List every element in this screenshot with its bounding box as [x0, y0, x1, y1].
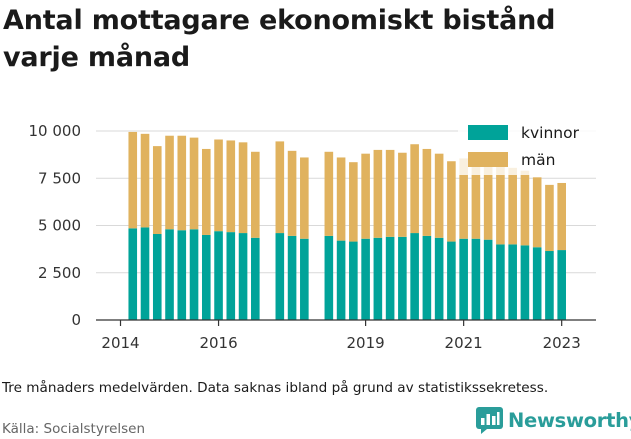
bar-kvinnor: [398, 236, 407, 320]
legend-label-man: män: [521, 151, 555, 169]
bar-man: [165, 135, 174, 230]
bar-kvinnor: [165, 229, 174, 320]
bar-man: [177, 135, 187, 231]
bar-kvinnor: [520, 245, 530, 320]
x-tick-label: 2014: [101, 334, 139, 352]
bar-man: [385, 149, 395, 237]
newsworthy-brand[interactable]: Newsworthy: [476, 407, 631, 434]
bar-kvinnor: [385, 236, 395, 320]
bar-man: [287, 150, 297, 236]
bar-kvinnor: [226, 232, 236, 320]
bar-kvinnor: [275, 233, 285, 320]
bar-kvinnor: [410, 233, 419, 320]
bar-kvinnor: [189, 229, 199, 320]
bar-man: [201, 148, 211, 235]
bar-kvinnor: [300, 238, 309, 320]
bar-man: [189, 137, 199, 230]
bar-kvinnor: [422, 235, 432, 320]
bar-man: [275, 141, 285, 234]
bar-kvinnor: [128, 228, 138, 320]
brand-name: Newsworthy: [508, 409, 631, 432]
bar-man: [471, 159, 481, 239]
bar-kvinnor: [201, 234, 211, 320]
bar-kvinnor: [324, 235, 334, 320]
bar-kvinnor: [287, 235, 297, 320]
bar-man: [545, 184, 554, 252]
bar-kvinnor: [140, 227, 150, 320]
bar-kvinnor: [483, 239, 493, 320]
bar-kvinnor: [214, 231, 223, 320]
legend-label-kvinnor: kvinnor: [521, 124, 580, 142]
bar-kvinnor: [447, 241, 456, 320]
y-tick-label: 2 500: [38, 264, 81, 282]
bar-kvinnor: [471, 238, 481, 320]
bar-man: [434, 153, 444, 238]
bar-man: [349, 162, 358, 242]
bar-kvinnor: [373, 237, 383, 320]
x-tick-label: 2021: [445, 334, 483, 352]
newsworthy-logo-icon: [476, 407, 503, 434]
bar-kvinnor: [434, 237, 444, 320]
bar-man: [557, 182, 566, 251]
bar-man: [214, 139, 223, 232]
bar-man: [520, 170, 530, 246]
bar-kvinnor: [349, 241, 358, 320]
bar-man: [152, 146, 162, 234]
bar-man: [483, 159, 493, 240]
bar-man: [300, 157, 309, 239]
legend-swatch-kvinnor: [468, 125, 508, 140]
bar-kvinnor: [238, 233, 248, 320]
bar-man: [336, 157, 346, 241]
y-tick-label: 7 500: [38, 169, 81, 187]
bar-kvinnor: [336, 240, 346, 320]
chart-caption: Tre månaders medelvärden. Data saknas ib…: [2, 380, 549, 396]
bar-man: [238, 142, 248, 234]
legend-swatch-man: [468, 152, 508, 167]
bar-man: [251, 151, 260, 238]
bar-kvinnor: [508, 244, 517, 320]
bar-man: [508, 167, 517, 245]
bar-kvinnor: [177, 230, 187, 320]
source-label: Källa: Socialstyrelsen: [2, 421, 146, 437]
bar-kvinnor: [152, 234, 162, 320]
x-tick-label: 2019: [347, 334, 385, 352]
bar-man: [447, 161, 456, 242]
bar-kvinnor: [459, 238, 468, 320]
bar-man: [373, 149, 383, 238]
y-tick-label: 10 000: [29, 122, 82, 140]
bar-kvinnor: [361, 238, 370, 320]
axes: 0 2 500 5 000 7 500 10 000 2014 2016 2019 2021 20…: [29, 122, 596, 352]
bar-man: [422, 148, 432, 236]
y-tick-label: 5 000: [38, 217, 81, 235]
bar-man: [459, 158, 468, 239]
bar-man: [140, 133, 150, 228]
bar-kvinnor: [251, 237, 260, 320]
bar-man: [361, 153, 370, 239]
bar-man: [532, 177, 542, 248]
x-tick-label: 2016: [199, 334, 237, 352]
bar-kvinnor: [496, 244, 505, 320]
bar-man: [398, 152, 407, 237]
bar-man: [324, 151, 334, 236]
bar-kvinnor: [557, 250, 566, 320]
bar-kvinnor: [532, 247, 542, 320]
bar-kvinnor: [545, 251, 554, 320]
bar-series: [128, 131, 566, 320]
y-tick-label: 0: [71, 311, 81, 329]
bar-man: [496, 165, 505, 245]
x-tick-label: 2023: [543, 334, 581, 352]
chart-title: Antal mottagare ekonomiskt bistånd varje…: [3, 5, 556, 73]
bar-man: [128, 131, 138, 229]
bar-man: [226, 140, 236, 233]
legend: kvinnor män: [458, 117, 598, 175]
bar-man: [410, 144, 419, 234]
bar-chart: 0 2 500 5 000 7 500 10 000 2014 2016 2019 2021 20…: [28, 117, 598, 352]
